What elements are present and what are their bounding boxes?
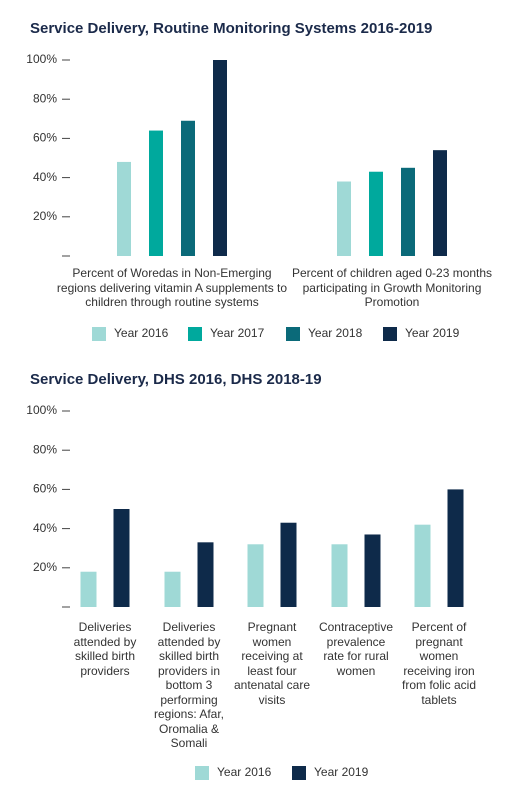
bar bbox=[80, 571, 97, 607]
bar bbox=[401, 167, 415, 256]
legend-swatch bbox=[92, 327, 106, 341]
legend-swatch bbox=[188, 327, 202, 341]
bar bbox=[331, 544, 348, 607]
bar bbox=[369, 171, 383, 256]
bar bbox=[433, 150, 447, 256]
legend-label: Year 2018 bbox=[308, 326, 363, 340]
bar bbox=[364, 534, 381, 607]
category-label: Deliveries attended by skilled birth pro… bbox=[73, 620, 137, 678]
category-label: Percent of Woredas in Non-Emerging regio… bbox=[56, 266, 288, 309]
y-tick-label: 60% bbox=[33, 482, 57, 496]
bar bbox=[181, 120, 195, 256]
bar bbox=[280, 522, 297, 607]
category-label: Percent of pregnant women receiving iron… bbox=[401, 620, 477, 707]
chart-title: Service Delivery, DHS 2016, DHS 2018-19 bbox=[30, 371, 322, 388]
legend-swatch bbox=[195, 766, 209, 780]
y-tick-label: 100% bbox=[26, 52, 57, 66]
category-label: Contraceptive prevalence rate for rural … bbox=[318, 620, 394, 678]
legend-swatch bbox=[292, 766, 306, 780]
bar bbox=[247, 544, 264, 607]
legend-label: Year 2017 bbox=[210, 326, 265, 340]
y-tick-label: 60% bbox=[33, 131, 57, 145]
bar bbox=[447, 489, 464, 607]
bar bbox=[117, 161, 131, 256]
y-tick-label: 20% bbox=[33, 560, 57, 574]
y-tick-label: 40% bbox=[33, 521, 57, 535]
y-tick-label: 80% bbox=[33, 91, 57, 105]
legend-swatch bbox=[383, 327, 397, 341]
legend-label: Year 2019 bbox=[405, 326, 460, 340]
category-label: Deliveries attended by skilled birth pro… bbox=[153, 620, 225, 750]
category-label: Percent of children aged 0-23 months par… bbox=[291, 266, 493, 309]
bar bbox=[337, 181, 351, 256]
bar bbox=[197, 542, 214, 607]
legend-label: Year 2016 bbox=[217, 765, 272, 779]
bar bbox=[414, 524, 431, 607]
y-tick-label: 100% bbox=[26, 403, 57, 417]
y-tick-label: 40% bbox=[33, 170, 57, 184]
chart-title: Service Delivery, Routine Monitoring Sys… bbox=[30, 20, 432, 37]
bar bbox=[113, 509, 130, 607]
legend-label: Year 2019 bbox=[314, 765, 369, 779]
bar bbox=[213, 60, 227, 256]
bar bbox=[149, 130, 163, 256]
category-label: Pregnant women receiving at least four a… bbox=[233, 620, 311, 707]
legend-label: Year 2016 bbox=[114, 326, 169, 340]
legend-swatch bbox=[286, 327, 300, 341]
bar bbox=[164, 571, 181, 607]
y-tick-label: 20% bbox=[33, 209, 57, 223]
y-tick-label: 80% bbox=[33, 442, 57, 456]
